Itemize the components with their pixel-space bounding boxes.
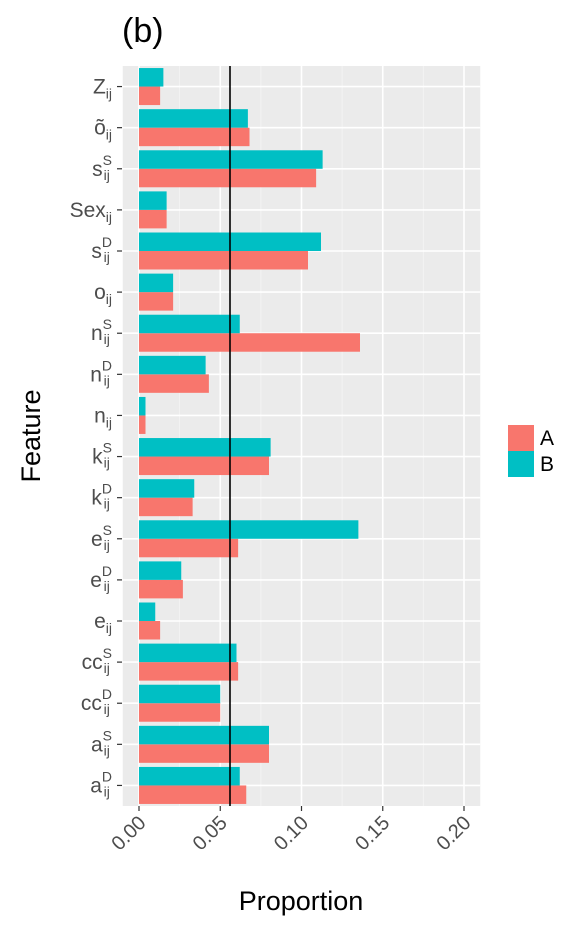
bar-B-e_S xyxy=(139,520,359,539)
y-tick-label-n_D: nD ij xyxy=(90,357,112,388)
legend-key-A xyxy=(508,425,534,451)
bar-B-n_D xyxy=(139,355,206,375)
y-tick-label-n: nij xyxy=(94,404,112,430)
bar-A-n xyxy=(139,415,146,434)
y-tick-label-e_S: eS ij xyxy=(91,522,112,553)
x-tick-label: 0.15 xyxy=(351,812,394,855)
bar-A-o_tilde xyxy=(139,127,250,147)
bar-A-n_D xyxy=(139,374,209,393)
bar-B-n xyxy=(139,396,146,416)
bar-A-e_S xyxy=(139,538,239,558)
y-tick-label-o_tilde: õij xyxy=(94,117,112,143)
bar-B-n_S xyxy=(139,314,240,334)
bar-B-Sex xyxy=(139,191,167,210)
bar-B-o_tilde xyxy=(139,109,248,128)
legend: AB xyxy=(508,425,554,477)
y-tick-label-k_D: kD ij xyxy=(91,481,112,512)
bars xyxy=(139,68,360,804)
bar-A-cc_S xyxy=(139,662,239,681)
y-tick-label-k_S: kS ij xyxy=(92,440,112,471)
bar-A-a_S xyxy=(139,744,269,763)
bar-B-a_S xyxy=(139,725,269,745)
bar-A-s_D xyxy=(139,251,308,270)
bar-B-k_S xyxy=(139,438,271,457)
bar-A-o xyxy=(139,292,174,311)
bar-B-cc_D xyxy=(139,684,221,704)
bar-A-e xyxy=(139,621,161,640)
bar-A-Z xyxy=(139,86,161,106)
bar-A-e_D xyxy=(139,579,183,599)
y-tick-label-s_D: sD ij xyxy=(91,234,112,265)
y-tick-label-n_S: nS ij xyxy=(91,316,112,347)
legend-label-A: A xyxy=(540,427,554,450)
bar-A-n_S xyxy=(139,333,360,352)
y-tick-label-o: oij xyxy=(94,281,112,307)
bar-A-cc_D xyxy=(139,703,221,722)
x-tick-label: 0.20 xyxy=(432,812,475,855)
bar-B-Z xyxy=(139,68,164,87)
y-axis-labels: aD ij aS ij ccD ij ccS ij eij eD ij eS ij kD ij kS ij nij… xyxy=(70,76,122,799)
y-tick-label-a_D: aD ij xyxy=(90,768,112,799)
y-tick-label-cc_S: ccS ij xyxy=(82,645,112,676)
bar-B-s_S xyxy=(139,150,323,169)
bar-A-a_D xyxy=(139,785,247,804)
y-tick-label-a_S: aS ij xyxy=(91,727,112,758)
bar-B-o xyxy=(139,273,174,293)
y-tick-label-e_D: eD ij xyxy=(90,563,112,594)
y-tick-label-e: eij xyxy=(94,610,112,636)
bar-B-e_D xyxy=(139,561,182,580)
bar-A-k_S xyxy=(139,456,269,476)
gridlines xyxy=(122,66,481,806)
x-tick-label: 0.00 xyxy=(107,812,150,855)
x-tick-label: 0.05 xyxy=(189,812,232,855)
legend-key-B xyxy=(508,451,534,477)
y-tick-label-s_S: sS ij xyxy=(92,152,112,183)
y-tick-label-Z: Zij xyxy=(93,76,112,102)
legend-label-B: B xyxy=(540,453,554,476)
bar-A-k_D xyxy=(139,497,193,517)
y-tick-label-cc_D: ccD ij xyxy=(81,686,112,717)
bar-B-cc_S xyxy=(139,643,237,663)
bar-A-Sex xyxy=(139,209,167,229)
bar-B-a_D xyxy=(139,766,240,786)
bar-A-s_S xyxy=(139,168,317,188)
panel-label: (b) xyxy=(122,12,164,50)
y-axis-title: Feature xyxy=(16,389,46,482)
x-axis-title: Proportion xyxy=(239,886,364,916)
x-tick-label: 0.10 xyxy=(270,812,313,855)
bar-B-e xyxy=(139,602,156,621)
bar-B-k_D xyxy=(139,479,195,498)
x-axis-ticks: 0.00 0.05 0.10 0.15 0.20 xyxy=(107,806,476,855)
y-tick-label-Sex: Sexij xyxy=(70,199,112,225)
